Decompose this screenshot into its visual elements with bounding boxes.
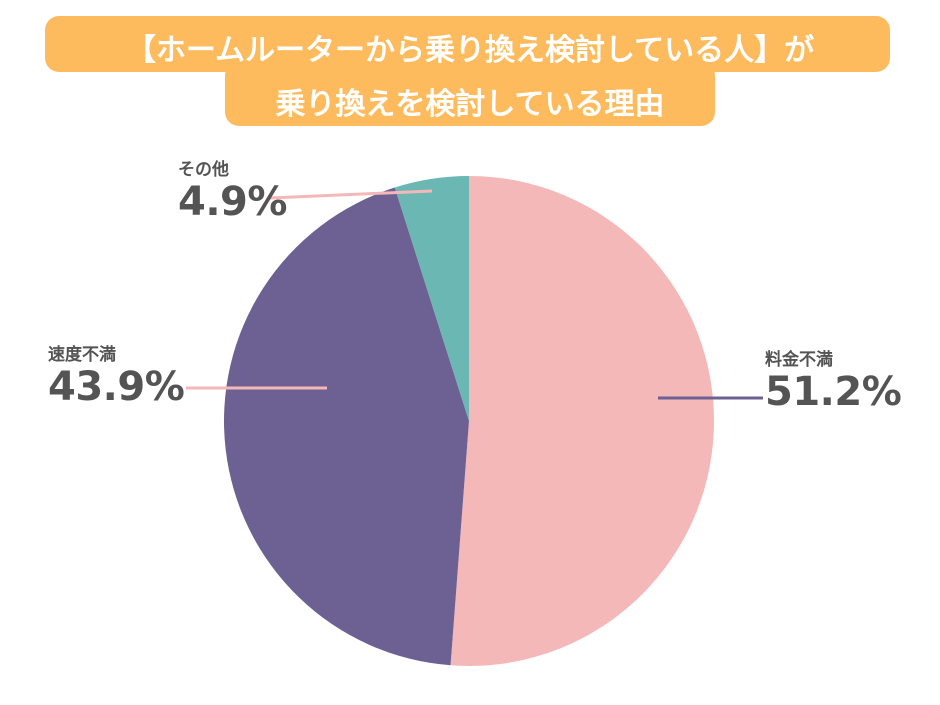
label-other: その他 4.9% bbox=[178, 155, 287, 224]
label-speed: 速度不満 43.9% bbox=[48, 340, 185, 410]
label-fee-percent: 51.2% bbox=[765, 369, 902, 415]
title-background bbox=[45, 16, 890, 126]
slice-speed bbox=[223, 187, 469, 666]
label-other-category: その他 bbox=[178, 160, 229, 180]
label-other-percent: 4.9% bbox=[178, 179, 287, 225]
label-fee: 料金不満 51.2% bbox=[765, 345, 902, 415]
slice-fee bbox=[450, 176, 714, 666]
chart-title-line-2: 乗り換えを検討している理由 bbox=[275, 87, 665, 122]
chart-title-line-1: 【ホームルーターから乗り換え検討している人】が bbox=[125, 33, 815, 68]
leader-line-other bbox=[269, 189, 433, 200]
slice-other bbox=[394, 176, 469, 421]
label-speed-category: 速度不満 bbox=[48, 345, 116, 365]
label-fee-category: 料金不満 bbox=[765, 350, 833, 370]
label-speed-percent: 43.9% bbox=[48, 364, 185, 410]
chart-title-banner: 【ホームルーターから乗り換え検討している人】が 乗り換えを検討している理由 bbox=[0, 0, 940, 140]
